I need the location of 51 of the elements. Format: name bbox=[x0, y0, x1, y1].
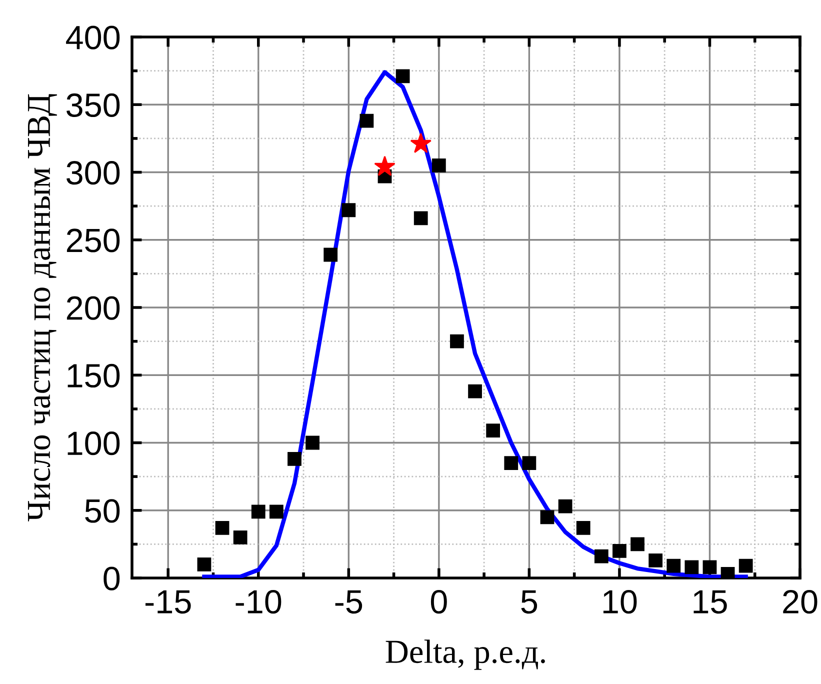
point bbox=[468, 384, 482, 398]
point bbox=[306, 436, 320, 450]
x-tick-label: -15 bbox=[146, 590, 191, 614]
y-tick-label: 100 bbox=[68, 432, 120, 456]
x-tick-label: 10 bbox=[603, 590, 637, 614]
y-tick-label: 400 bbox=[66, 26, 120, 50]
point bbox=[666, 558, 681, 573]
x-axis-title: Delta, р.е.д. bbox=[386, 640, 545, 670]
point bbox=[396, 69, 410, 84]
point bbox=[738, 558, 753, 573]
point bbox=[702, 560, 717, 574]
point bbox=[288, 452, 302, 466]
x-tick-label: 20 bbox=[783, 590, 818, 614]
y-axis-title: Число частиц по данным ЧВД bbox=[28, 94, 57, 522]
point bbox=[233, 530, 248, 544]
point bbox=[558, 499, 572, 514]
x-tick-label: -5 bbox=[335, 590, 362, 614]
x-tick-label: 15 bbox=[694, 590, 727, 614]
point bbox=[410, 132, 432, 153]
y-tick-label: 250 bbox=[66, 228, 120, 252]
point bbox=[594, 549, 608, 564]
point bbox=[269, 504, 284, 519]
point bbox=[251, 504, 266, 519]
point bbox=[648, 553, 663, 568]
point bbox=[576, 521, 590, 535]
point bbox=[414, 211, 428, 226]
point bbox=[522, 456, 536, 470]
y-tick-label: 200 bbox=[66, 296, 120, 320]
point bbox=[197, 558, 212, 572]
point bbox=[342, 203, 356, 218]
y-tick-label: 350 bbox=[66, 93, 120, 118]
point bbox=[612, 544, 626, 558]
x-tick-label: 0 bbox=[430, 590, 447, 614]
x-tick-label: 5 bbox=[521, 590, 538, 614]
point bbox=[215, 521, 230, 535]
x-tick-label: -10 bbox=[236, 590, 282, 614]
point bbox=[450, 334, 464, 348]
point bbox=[374, 156, 396, 176]
point bbox=[360, 114, 374, 128]
point bbox=[432, 158, 446, 172]
y-tick-label: 150 bbox=[68, 364, 120, 388]
y-tick-label: 300 bbox=[66, 161, 120, 185]
point bbox=[684, 560, 699, 574]
y-tick-label: 0 bbox=[104, 566, 120, 590]
point bbox=[486, 424, 500, 438]
line-series bbox=[202, 70, 748, 578]
point bbox=[504, 456, 518, 470]
point bbox=[540, 510, 554, 524]
y-tick-label: 50 bbox=[85, 499, 120, 523]
point bbox=[630, 537, 644, 552]
point bbox=[324, 248, 338, 262]
